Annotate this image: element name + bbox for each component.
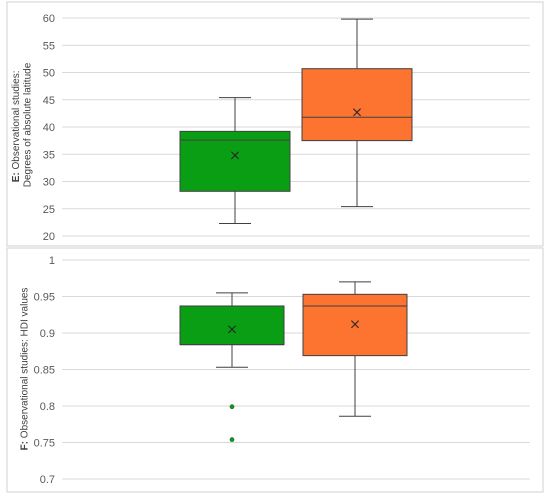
iqr-box — [179, 305, 285, 346]
panel-e-y-axis-label: E: Observational studies: Degrees of abs… — [11, 62, 34, 187]
y-tick-label: 0.95 — [34, 292, 55, 304]
panel-f-frame — [6, 247, 544, 493]
mean-marker-stroke — [351, 320, 359, 329]
panel-e-label-line1: Observational studies: — [11, 71, 22, 170]
panel-f: 0.7 0.75 0.8 0.85 0.9 0.95 1 F: Observational … — [6, 247, 544, 493]
mean-marker-stroke — [228, 325, 236, 334]
y-tick-label: 30 — [43, 177, 55, 189]
y-tick-label: 20 — [43, 231, 55, 243]
panel-e-frame — [6, 1, 544, 247]
outlier-point — [229, 404, 235, 410]
y-tick-label: 55 — [43, 40, 55, 52]
y-tick-label: 45 — [43, 95, 55, 107]
y-tick-label: 1 — [49, 255, 55, 267]
panel-f-gridlines — [62, 259, 530, 480]
panel-f-label-prefix: F: — [20, 441, 31, 450]
y-tick-label: 40 — [43, 122, 55, 134]
y-tick-label: 0.7 — [40, 474, 55, 486]
mean-marker-stroke — [353, 108, 361, 117]
mean-marker — [353, 108, 361, 117]
y-tick-label: 35 — [43, 149, 55, 161]
panel-f-y-ticks: 0.7 0.75 0.8 0.85 0.9 0.95 1 — [34, 255, 55, 486]
panel-e-gridlines — [62, 17, 530, 237]
mean-marker — [228, 325, 236, 334]
mean-marker-stroke — [231, 151, 239, 160]
y-tick-label: 25 — [43, 204, 55, 216]
panel-e-boxes — [179, 18, 413, 224]
panel-f-y-axis-label: F: Observational studies: HDI values — [20, 288, 31, 451]
y-tick-label: 0.85 — [34, 365, 55, 377]
iqr-box — [179, 130, 291, 192]
y-tick-label: 0.9 — [40, 328, 55, 340]
mean-marker — [231, 151, 239, 160]
panel-e-y-ticks: 20 25 30 35 40 45 50 55 60 — [43, 13, 55, 243]
y-tick-label: 0.75 — [34, 438, 55, 450]
panel-e: 20 25 30 35 40 45 50 55 60 E: Observational stud… — [6, 1, 544, 247]
outlier-point — [229, 437, 235, 442]
panel-e-label-prefix: E: — [11, 172, 22, 182]
y-tick-label: 0.8 — [40, 401, 55, 413]
mean-marker — [351, 320, 359, 329]
panel-f-boxes — [179, 281, 408, 442]
panel-e-label-line2: Degrees of absolute latitude — [23, 62, 34, 187]
iqr-box — [301, 68, 413, 142]
panel-f-label-line1: Observational studies: HDI values — [20, 288, 31, 439]
y-tick-label: 60 — [43, 13, 55, 25]
y-tick-label: 50 — [43, 68, 55, 80]
